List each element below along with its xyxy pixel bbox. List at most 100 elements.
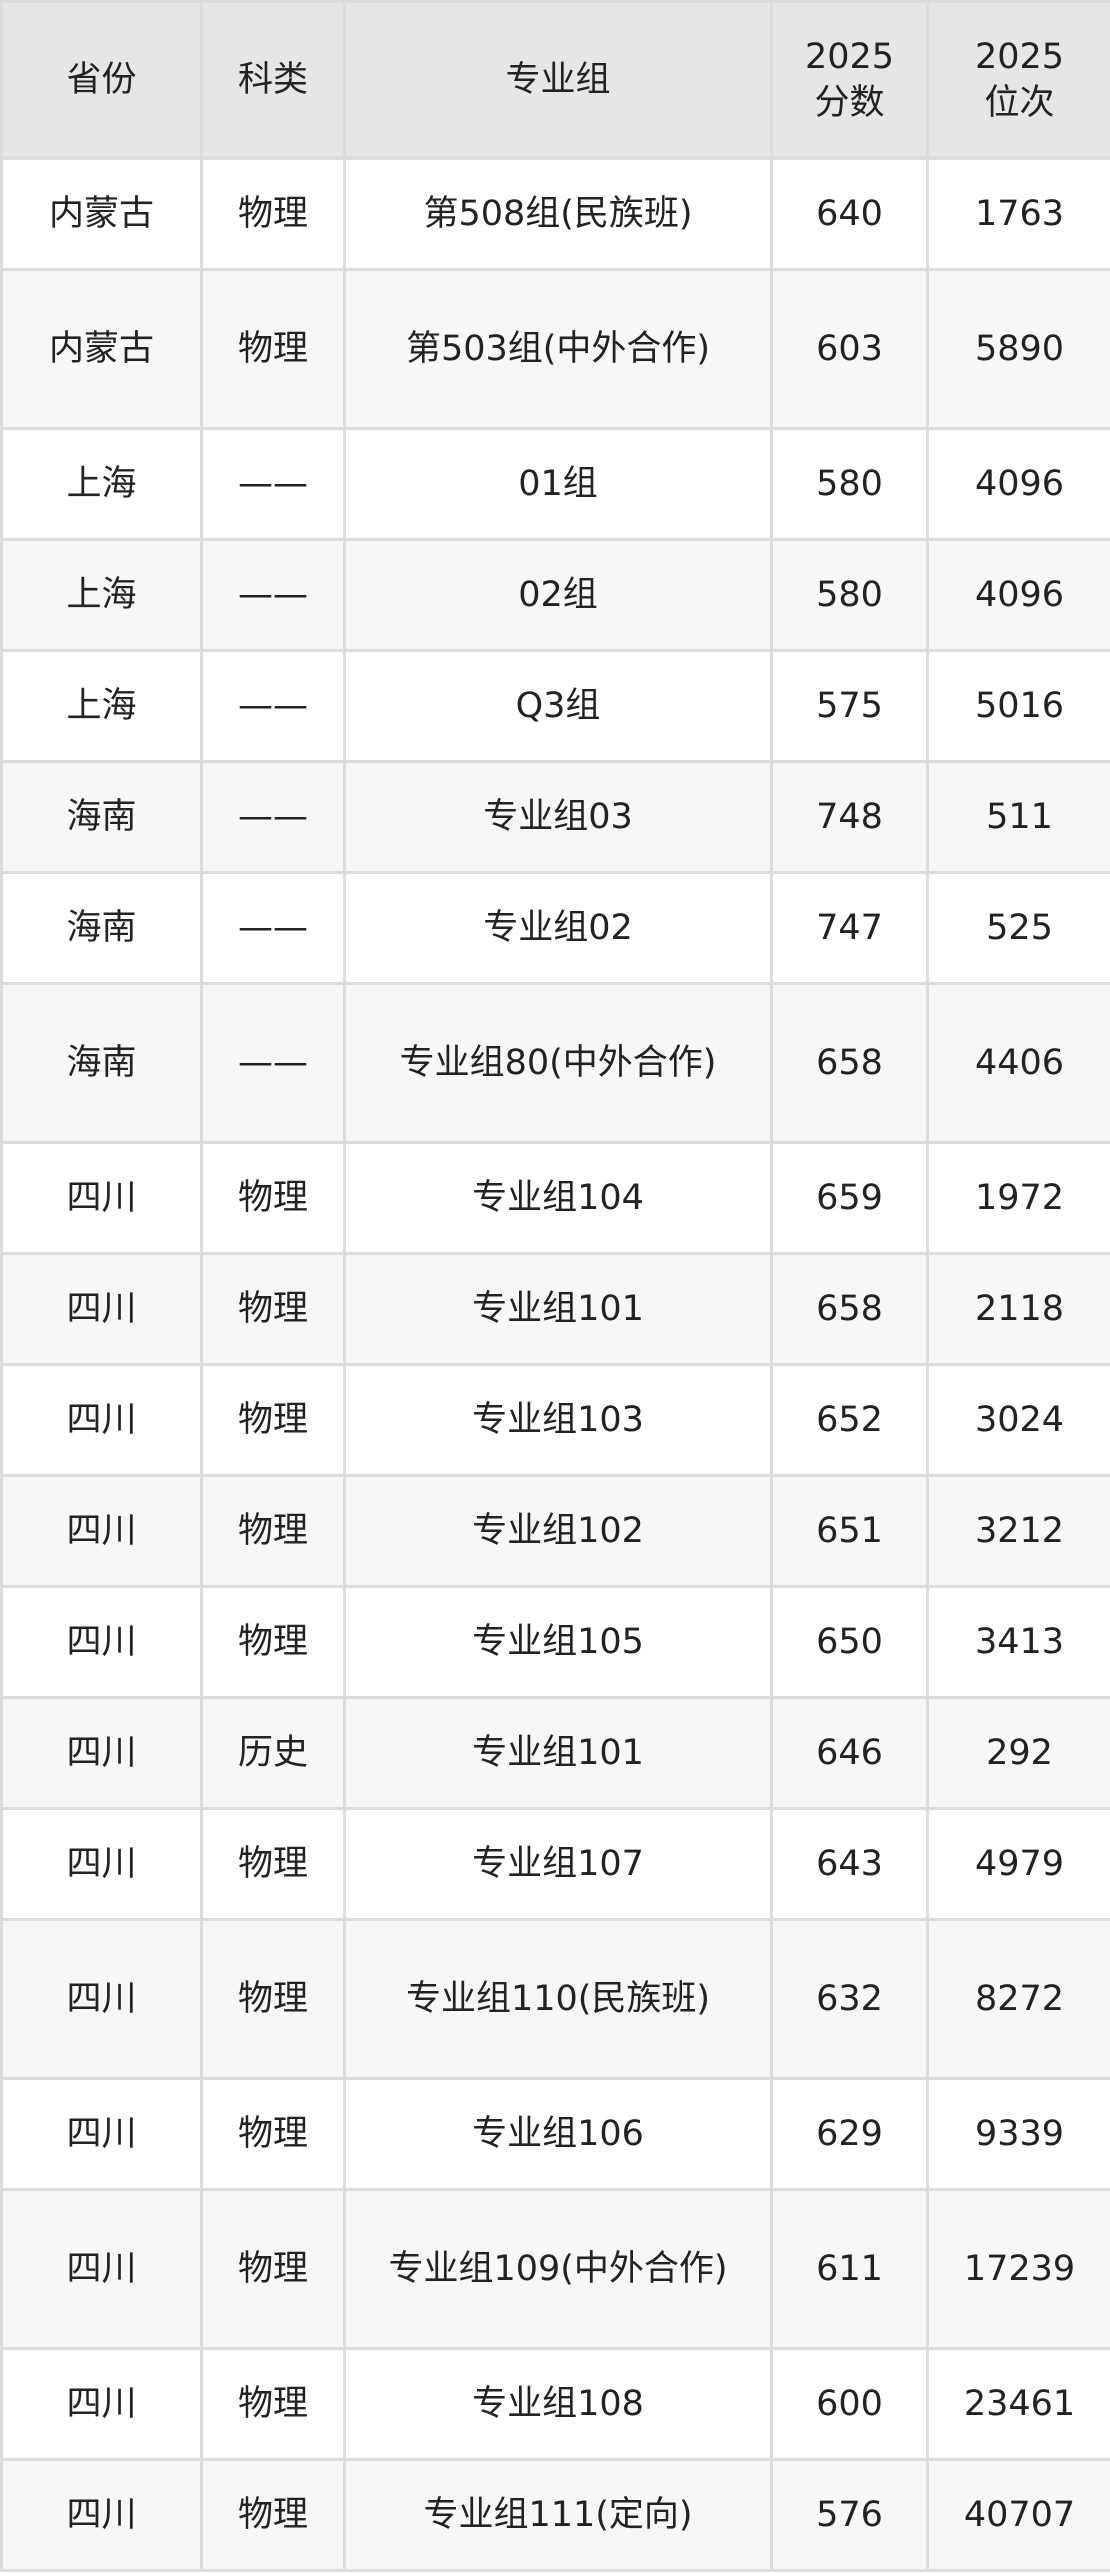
cell-score-2025: 650: [770, 1584, 929, 1699]
cell-category: 物理: [200, 2346, 346, 2461]
header-text: 专业组: [505, 59, 611, 100]
cell-province: 四川: [0, 1695, 203, 1810]
cell-rank-2025: 8272: [926, 1917, 1110, 2080]
cell-province: 四川: [0, 1362, 203, 1477]
table-row: 四川 物理 专业组102 651 3212: [0, 1473, 1110, 1588]
cell-score-2025: 580: [770, 426, 929, 541]
cell-rank-2025: 1972: [926, 1140, 1110, 1255]
cell-score-2025: 611: [770, 2187, 929, 2350]
cell-major-group: Q3组: [343, 648, 773, 763]
column-header-major-group: 专业组: [343, 0, 773, 160]
cell-province: 四川: [0, 1917, 203, 2080]
header-text: 省份: [66, 59, 137, 100]
cell-score-2025: 658: [770, 981, 929, 1144]
cell-province: 海南: [0, 759, 203, 874]
table-row: 四川 物理 专业组106 629 9339: [0, 2076, 1110, 2191]
cell-category: 物理: [200, 1140, 346, 1255]
cell-score-2025: 580: [770, 537, 929, 652]
table-row: 四川 物理 专业组104 659 1972: [0, 1140, 1110, 1255]
cell-rank-2025: 1763: [926, 156, 1110, 271]
cell-score-2025: 640: [770, 156, 929, 271]
column-header-rank-2025: 2025位次: [926, 0, 1110, 160]
cell-score-2025: 575: [770, 648, 929, 763]
table-row: 海南 —— 专业组80(中外合作) 658 4406: [0, 981, 1110, 1144]
cell-province: 内蒙古: [0, 267, 203, 430]
cell-major-group: 专业组101: [343, 1695, 773, 1810]
cell-category: ——: [200, 870, 346, 985]
cell-category: 物理: [200, 1584, 346, 1699]
table-row: 四川 物理 专业组110(民族班) 632 8272: [0, 1917, 1110, 2080]
cell-rank-2025: 292: [926, 1695, 1110, 1810]
cell-province: 海南: [0, 981, 203, 1144]
cell-score-2025: 603: [770, 267, 929, 430]
cell-province: 海南: [0, 870, 203, 985]
cell-province: 四川: [0, 2187, 203, 2350]
cell-major-group: 专业组108: [343, 2346, 773, 2461]
cell-score-2025: 600: [770, 2346, 929, 2461]
table-body: 内蒙古 物理 第508组(民族班) 640 1763 内蒙古 物理 第503组(中外合作) 60…: [0, 156, 1110, 2572]
cell-score-2025: 632: [770, 1917, 929, 2080]
cell-major-group: 专业组110(民族班): [343, 1917, 773, 2080]
header-text: 2025分数: [804, 36, 895, 123]
cell-rank-2025: 511: [926, 759, 1110, 874]
cell-rank-2025: 17239: [926, 2187, 1110, 2350]
cell-major-group: 专业组104: [343, 1140, 773, 1255]
cell-province: 四川: [0, 1806, 203, 1921]
cell-major-group: 专业组111(定向): [343, 2457, 773, 2572]
cell-rank-2025: 5016: [926, 648, 1110, 763]
table-row: 上海 —— 02组 580 4096: [0, 537, 1110, 652]
cell-province: 四川: [0, 1251, 203, 1366]
cell-rank-2025: 5890: [926, 267, 1110, 430]
cell-category: 物理: [200, 2457, 346, 2572]
cell-major-group: 第508组(民族班): [343, 156, 773, 271]
table-row: 四川 物理 专业组101 658 2118: [0, 1251, 1110, 1366]
cell-major-group: 专业组03: [343, 759, 773, 874]
column-header-category: 科类: [200, 0, 346, 160]
cell-category: 历史: [200, 1695, 346, 1810]
cell-rank-2025: 2118: [926, 1251, 1110, 1366]
table-row: 四川 物理 专业组107 643 4979: [0, 1806, 1110, 1921]
cell-province: 上海: [0, 648, 203, 763]
table-row: 四川 物理 专业组109(中外合作) 611 17239: [0, 2187, 1110, 2350]
table-row: 内蒙古 物理 第508组(民族班) 640 1763: [0, 156, 1110, 271]
cell-rank-2025: 9339: [926, 2076, 1110, 2191]
cell-score-2025: 576: [770, 2457, 929, 2572]
cell-category: ——: [200, 426, 346, 541]
table-row: 上海 —— Q3组 575 5016: [0, 648, 1110, 763]
cell-rank-2025: 4096: [926, 426, 1110, 541]
table-row: 上海 —— 01组 580 4096: [0, 426, 1110, 541]
cell-major-group: 专业组02: [343, 870, 773, 985]
cell-rank-2025: 3024: [926, 1362, 1110, 1477]
cell-score-2025: 651: [770, 1473, 929, 1588]
cell-score-2025: 747: [770, 870, 929, 985]
cell-major-group: 01组: [343, 426, 773, 541]
table-row: 四川 物理 专业组105 650 3413: [0, 1584, 1110, 1699]
cell-rank-2025: 40707: [926, 2457, 1110, 2572]
cell-major-group: 专业组102: [343, 1473, 773, 1588]
cell-category: 物理: [200, 2187, 346, 2350]
table-row: 四川 历史 专业组101 646 292: [0, 1695, 1110, 1810]
cell-score-2025: 629: [770, 2076, 929, 2191]
cell-major-group: 专业组103: [343, 1362, 773, 1477]
header-text: 2025位次: [974, 36, 1065, 123]
cell-major-group: 专业组106: [343, 2076, 773, 2191]
cell-rank-2025: 4406: [926, 981, 1110, 1144]
cell-rank-2025: 4096: [926, 537, 1110, 652]
cell-score-2025: 643: [770, 1806, 929, 1921]
cell-category: 物理: [200, 156, 346, 271]
cell-score-2025: 659: [770, 1140, 929, 1255]
cell-category: ——: [200, 981, 346, 1144]
cell-rank-2025: 4979: [926, 1806, 1110, 1921]
cell-rank-2025: 3413: [926, 1584, 1110, 1699]
cell-rank-2025: 23461: [926, 2346, 1110, 2461]
table-row: 内蒙古 物理 第503组(中外合作) 603 5890: [0, 267, 1110, 430]
table-header: 省份 科类 专业组 2025分数 2025位次: [0, 0, 1110, 160]
cell-score-2025: 748: [770, 759, 929, 874]
cell-province: 四川: [0, 1473, 203, 1588]
table-row: 海南 —— 专业组02 747 525: [0, 870, 1110, 985]
cell-province: 四川: [0, 1140, 203, 1255]
cell-category: 物理: [200, 1806, 346, 1921]
cell-province: 上海: [0, 537, 203, 652]
cell-category: ——: [200, 759, 346, 874]
